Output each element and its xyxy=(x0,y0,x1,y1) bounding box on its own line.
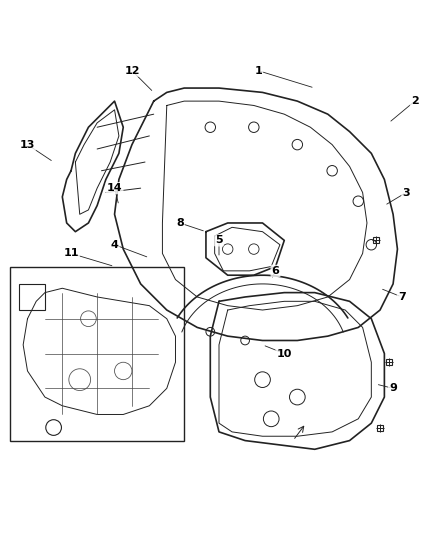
Text: 9: 9 xyxy=(389,383,397,393)
Text: 11: 11 xyxy=(63,248,79,259)
Text: 8: 8 xyxy=(176,218,184,228)
Text: 12: 12 xyxy=(124,66,140,76)
Text: 5: 5 xyxy=(215,236,223,245)
Text: 10: 10 xyxy=(276,349,292,359)
Text: 14: 14 xyxy=(107,183,122,193)
Text: 1: 1 xyxy=(254,66,262,76)
Bar xyxy=(10,266,184,441)
Bar xyxy=(19,284,45,310)
Text: 7: 7 xyxy=(398,292,406,302)
Text: 4: 4 xyxy=(111,240,119,250)
Text: 2: 2 xyxy=(411,96,419,106)
Text: 3: 3 xyxy=(403,188,410,198)
Text: 13: 13 xyxy=(20,140,35,150)
Text: 6: 6 xyxy=(272,266,279,276)
